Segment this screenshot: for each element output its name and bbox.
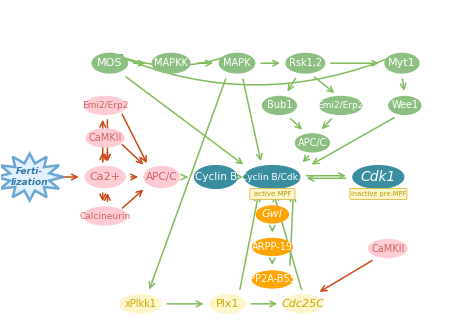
FancyBboxPatch shape	[350, 188, 407, 199]
Ellipse shape	[389, 96, 421, 114]
Ellipse shape	[86, 129, 124, 147]
Ellipse shape	[252, 238, 292, 256]
Text: Ca2+: Ca2+	[90, 172, 120, 182]
Text: MAPKK: MAPKK	[154, 58, 188, 68]
Ellipse shape	[252, 271, 292, 288]
Ellipse shape	[319, 96, 362, 114]
Text: APC/C: APC/C	[298, 138, 327, 148]
Ellipse shape	[286, 53, 325, 73]
Ellipse shape	[152, 53, 190, 73]
Ellipse shape	[385, 53, 419, 73]
Ellipse shape	[283, 295, 322, 313]
Text: Gwl: Gwl	[262, 209, 283, 219]
Polygon shape	[0, 154, 64, 200]
FancyBboxPatch shape	[250, 188, 295, 199]
Ellipse shape	[144, 166, 179, 188]
Text: MOS: MOS	[97, 58, 122, 68]
Text: xPlkk1: xPlkk1	[125, 299, 156, 309]
Text: Emi2/Erp2: Emi2/Erp2	[82, 101, 128, 110]
Text: Cdk1: Cdk1	[361, 170, 396, 184]
Ellipse shape	[210, 295, 245, 313]
Text: Calcineurin: Calcineurin	[80, 212, 131, 220]
Ellipse shape	[368, 240, 407, 257]
Ellipse shape	[295, 134, 329, 152]
Ellipse shape	[256, 206, 288, 223]
Text: PP2A-B55: PP2A-B55	[249, 275, 296, 284]
Ellipse shape	[245, 166, 300, 188]
Text: Myt1: Myt1	[388, 58, 416, 68]
Text: Rsk1,2: Rsk1,2	[289, 58, 322, 68]
Text: active MPF: active MPF	[254, 191, 291, 197]
Text: Emi2/Erp2: Emi2/Erp2	[318, 101, 364, 110]
Ellipse shape	[195, 166, 237, 188]
Text: inactive pre-MPF: inactive pre-MPF	[351, 191, 406, 197]
Ellipse shape	[119, 295, 161, 313]
Text: CaMKII: CaMKII	[88, 133, 122, 143]
Ellipse shape	[92, 53, 128, 73]
Text: MAPK: MAPK	[223, 58, 251, 68]
Ellipse shape	[85, 166, 125, 188]
Text: Wee1: Wee1	[391, 100, 419, 111]
Text: CaMKII: CaMKII	[371, 244, 404, 254]
Text: Cyclin B/Cdk1: Cyclin B/Cdk1	[241, 173, 304, 181]
Ellipse shape	[83, 207, 127, 225]
Text: Bub1: Bub1	[267, 100, 292, 111]
Text: ARPP-19: ARPP-19	[252, 242, 293, 252]
Ellipse shape	[219, 53, 255, 73]
Text: Cdc25C: Cdc25C	[282, 299, 325, 309]
Text: Cyclin B: Cyclin B	[195, 172, 237, 182]
Ellipse shape	[84, 96, 126, 114]
Text: Ferti-
lization: Ferti- lization	[11, 167, 48, 187]
Text: Plx1: Plx1	[216, 299, 239, 309]
Text: APC/C: APC/C	[146, 172, 177, 182]
Ellipse shape	[263, 96, 296, 114]
Ellipse shape	[353, 166, 404, 188]
